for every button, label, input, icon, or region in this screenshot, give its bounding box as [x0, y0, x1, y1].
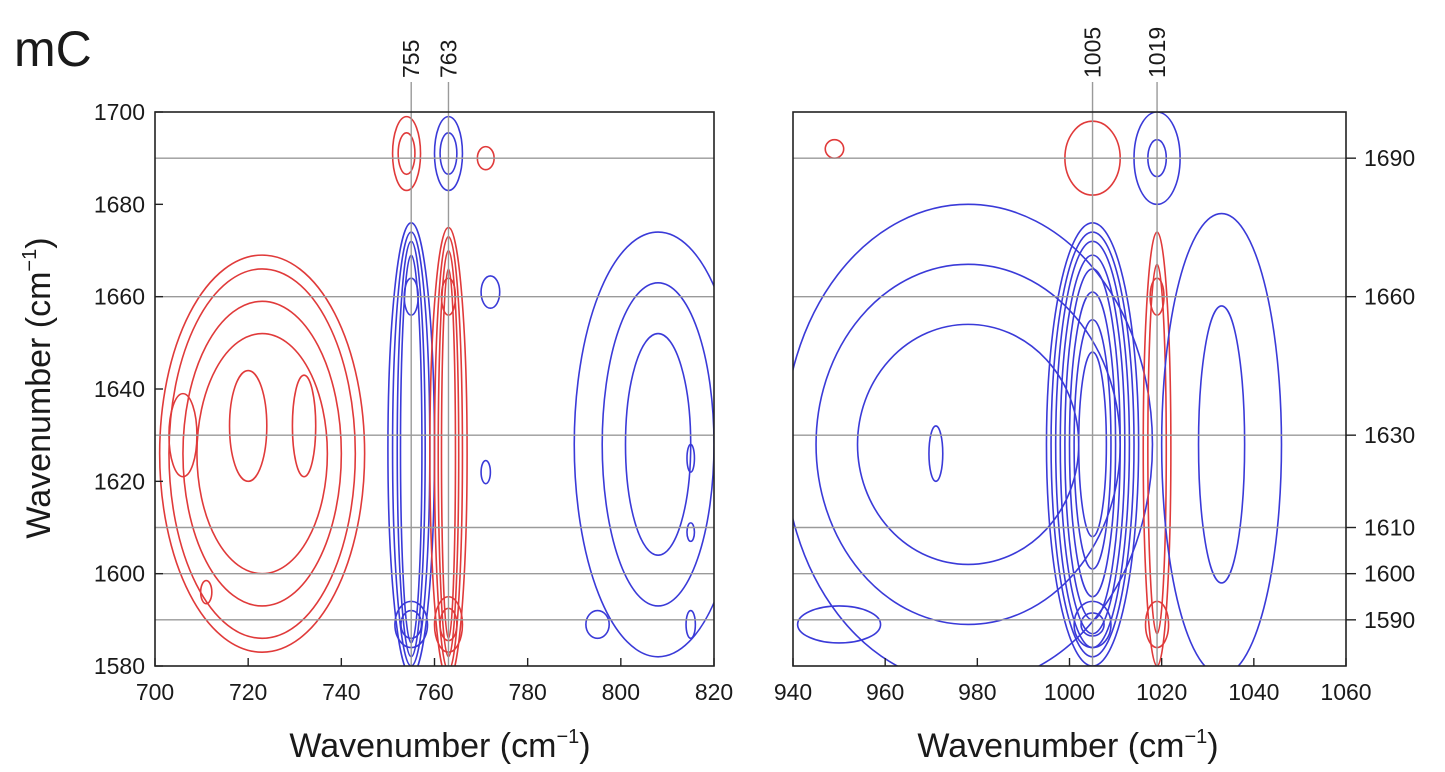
x-tick-label: 760 — [415, 679, 453, 705]
marked-wavenumber-label: 1005 — [1080, 27, 1106, 78]
marked-wavenumber-label: 763 — [435, 40, 461, 78]
x-tick-label: 1060 — [1320, 679, 1371, 705]
right-y-tick-label: 1610 — [1364, 515, 1415, 541]
left-panel: 700 720 740 760 780 800 820 1580 1600 1620 1640 16… — [94, 40, 733, 705]
negative-contour-line — [928, 425, 944, 483]
right-y-tick-label: 1630 — [1364, 422, 1415, 448]
x-tick-label: 740 — [322, 679, 360, 705]
positive-contour-line — [158, 254, 366, 653]
x-tick-label: 720 — [229, 679, 267, 705]
x-tick-label: 960 — [866, 679, 904, 705]
negative-contour-line — [1197, 305, 1246, 584]
negative-contour-line — [601, 282, 714, 607]
negative-contour-line — [624, 332, 692, 556]
left-x-ticks: 700 720 740 760 780 800 820 — [136, 658, 733, 705]
y-tick-label: 1600 — [94, 561, 145, 587]
negative-contour-line — [573, 231, 714, 658]
positive-contour-line — [397, 131, 416, 176]
negative-contour-line — [686, 443, 696, 473]
negative-contour-line — [480, 459, 492, 485]
y-tick-label: 1580 — [94, 653, 145, 679]
positive-contour-line — [824, 138, 845, 159]
positive-contour-line — [391, 115, 422, 192]
right-y-tick-label: 1590 — [1364, 607, 1415, 633]
left-gridlines — [155, 82, 714, 666]
right-panel: 940 960 980 1000 1020 1040 1060 1590 1600 1610 16… — [774, 27, 1415, 705]
right-x-axis-title: Wavenumber (cm−1) — [917, 726, 1218, 765]
right-y-tick-label: 1690 — [1364, 145, 1415, 171]
right-gridlines — [793, 82, 1346, 666]
marked-wavenumber-label: 1019 — [1144, 27, 1170, 78]
marked-wavenumber-label: 755 — [398, 40, 424, 78]
positive-contour-line — [228, 369, 268, 483]
negative-contour-line — [480, 275, 501, 310]
panel-label: mC — [14, 21, 92, 77]
right-marked-wavenumbers: 1005 1019 — [1080, 27, 1171, 78]
x-tick-label: 820 — [695, 679, 733, 705]
left-y-ticks: 1580 1600 1620 1640 1660 1680 1700 — [94, 99, 163, 679]
y-tick-label: 1680 — [94, 191, 145, 217]
right-plot-frame — [792, 111, 1347, 667]
x-tick-label: 980 — [958, 679, 996, 705]
right-y-tick-label: 1600 — [1364, 561, 1415, 587]
positive-contour-line — [196, 332, 329, 575]
negative-contour-line — [585, 609, 610, 640]
right-x-ticks: 940 960 980 1000 1020 1040 1060 — [774, 658, 1372, 705]
x-tick-label: 780 — [508, 679, 546, 705]
positive-contour-line — [291, 374, 317, 478]
negative-contour-line — [1160, 212, 1283, 666]
y-tick-label: 1620 — [94, 468, 145, 494]
negative-contour-line — [793, 203, 1154, 666]
right-y-ticks: 1590 1600 1610 1630 1660 1690 — [1346, 145, 1415, 633]
right-y-tick-label: 1660 — [1364, 284, 1415, 310]
y-tick-label: 1700 — [94, 99, 145, 125]
negative-contour-line — [856, 323, 1080, 566]
y-tick-label: 1660 — [94, 284, 145, 310]
x-tick-label: 1000 — [1044, 679, 1095, 705]
positive-contour-line — [182, 300, 343, 607]
x-tick-label: 940 — [774, 679, 812, 705]
right-contours — [793, 112, 1283, 666]
y-axis-title: Wavenumber (cm−1) — [19, 237, 58, 538]
left-x-axis-title: Wavenumber (cm−1) — [289, 726, 590, 765]
left-marked-wavenumbers: 755 763 — [398, 40, 461, 78]
x-tick-label: 700 — [136, 679, 174, 705]
x-tick-label: 800 — [602, 679, 640, 705]
negative-contour-line — [685, 609, 697, 640]
x-tick-label: 1020 — [1136, 679, 1187, 705]
left-contours — [158, 115, 714, 666]
positive-contour-line — [168, 268, 357, 640]
negative-contour-line — [796, 605, 882, 644]
x-tick-label: 1040 — [1228, 679, 1279, 705]
y-tick-label: 1640 — [94, 376, 145, 402]
negative-contour-line — [686, 522, 696, 543]
positive-contour-line — [199, 579, 213, 605]
